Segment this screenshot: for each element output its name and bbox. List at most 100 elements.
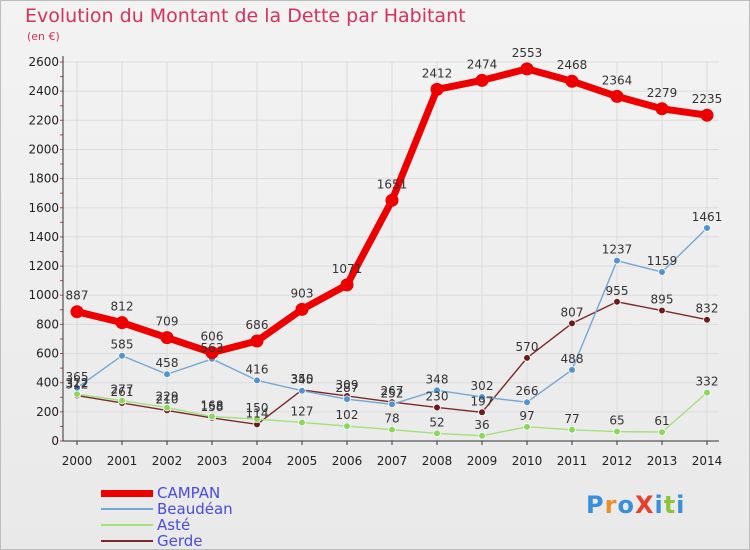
legend-swatch-aste	[101, 524, 153, 526]
data-label: 585	[111, 338, 134, 352]
brand-letter: o	[617, 491, 635, 519]
data-label: 309	[336, 378, 359, 392]
x-tick-label: 2010	[512, 454, 543, 468]
data-label: 61	[654, 414, 669, 428]
data-label: 287	[336, 381, 359, 395]
data-label: 2235	[692, 92, 723, 106]
data-label: 78	[384, 412, 399, 426]
data-label: 1461	[692, 210, 723, 224]
data-label: 312	[66, 378, 89, 392]
data-point	[253, 415, 261, 423]
data-point	[613, 427, 621, 436]
data-point	[253, 376, 261, 385]
data-point	[163, 370, 171, 379]
x-tick-label: 2000	[62, 454, 93, 468]
data-point	[523, 398, 531, 407]
data-label: 1237	[602, 243, 633, 257]
data-point	[385, 193, 399, 207]
data-label: 36	[474, 418, 489, 432]
data-point	[658, 268, 666, 276]
data-label: 1651	[377, 177, 408, 191]
data-label: 606	[201, 330, 224, 344]
y-tick-label: 1800	[28, 172, 59, 186]
data-point	[118, 351, 126, 360]
x-tick-label: 2002	[152, 454, 183, 468]
data-label: 102	[336, 408, 359, 422]
chart-title: Evolution du Montant de la Dette par Hab…	[25, 5, 466, 27]
data-point	[568, 425, 576, 434]
x-tick-label: 2004	[242, 454, 273, 468]
data-label: 97	[519, 409, 534, 423]
data-label: 2279	[647, 86, 678, 100]
y-tick-label: 2200	[28, 113, 59, 127]
x-tick-label: 2007	[377, 454, 408, 468]
data-label: 887	[66, 289, 89, 303]
data-point	[433, 403, 441, 412]
data-point	[73, 390, 81, 398]
x-tick-label: 2014	[692, 454, 723, 468]
data-point	[118, 396, 126, 405]
brand-letter: i	[676, 491, 686, 519]
data-point	[523, 354, 531, 362]
data-point	[388, 400, 396, 409]
data-label: 416	[246, 362, 269, 376]
data-point	[478, 408, 486, 417]
x-tick-label: 2006	[332, 454, 363, 468]
data-label: 2412	[422, 66, 453, 80]
data-label: 322	[66, 376, 89, 390]
legend-swatch-beaudean	[101, 508, 153, 510]
proxiti-logo[interactable]: ProXiti	[586, 491, 685, 519]
data-point	[475, 73, 489, 87]
data-label: 332	[696, 375, 719, 389]
data-point	[523, 423, 531, 431]
data-point	[160, 331, 174, 345]
legend-swatch-campan	[101, 490, 153, 497]
data-point	[565, 74, 579, 88]
data-label: 266	[516, 384, 539, 398]
data-point	[295, 302, 309, 316]
data-label: 197	[471, 394, 494, 408]
brand-letter: P	[586, 491, 605, 519]
data-label: 230	[426, 389, 449, 403]
data-point	[298, 418, 306, 427]
data-label: 114	[246, 406, 269, 420]
brand-letter: X	[634, 491, 655, 519]
legend-label-aste: Asté	[157, 516, 191, 534]
data-point	[658, 428, 666, 436]
data-label: 348	[426, 372, 449, 386]
data-label: 570	[516, 340, 539, 354]
data-point	[70, 305, 84, 319]
legend-label-campan: CAMPAN	[157, 484, 221, 502]
y-tick-label: 2600	[28, 55, 59, 69]
x-tick-label: 2013	[647, 454, 678, 468]
data-point	[703, 388, 711, 397]
data-label: 832	[696, 302, 719, 316]
data-point	[610, 89, 624, 103]
brand-letter: r	[604, 491, 618, 519]
data-point	[73, 383, 81, 392]
y-tick-label: 2000	[28, 142, 59, 156]
data-point	[250, 334, 264, 348]
y-tick-label: 200	[36, 405, 59, 419]
y-tick-label: 600	[36, 347, 59, 361]
data-label: 955	[606, 284, 629, 298]
data-label: 77	[564, 412, 579, 426]
data-label: 127	[291, 404, 314, 418]
data-point	[655, 102, 669, 116]
data-point	[700, 108, 714, 122]
data-point	[343, 422, 351, 430]
data-label: 807	[561, 305, 584, 319]
data-point	[163, 403, 171, 412]
legend-label-beaudean: Beaudéan	[157, 500, 233, 518]
y-tick-label: 1000	[28, 288, 59, 302]
data-point	[205, 346, 219, 360]
x-tick-label: 2011	[557, 454, 588, 468]
data-label: 2553	[512, 46, 543, 60]
data-label: 903	[291, 286, 314, 300]
x-tick-label: 2012	[602, 454, 633, 468]
data-point	[433, 386, 441, 395]
y-tick-label: 1400	[28, 230, 59, 244]
y-tick-label: 800	[36, 317, 59, 331]
data-point	[568, 319, 576, 328]
data-label: 895	[651, 293, 674, 307]
